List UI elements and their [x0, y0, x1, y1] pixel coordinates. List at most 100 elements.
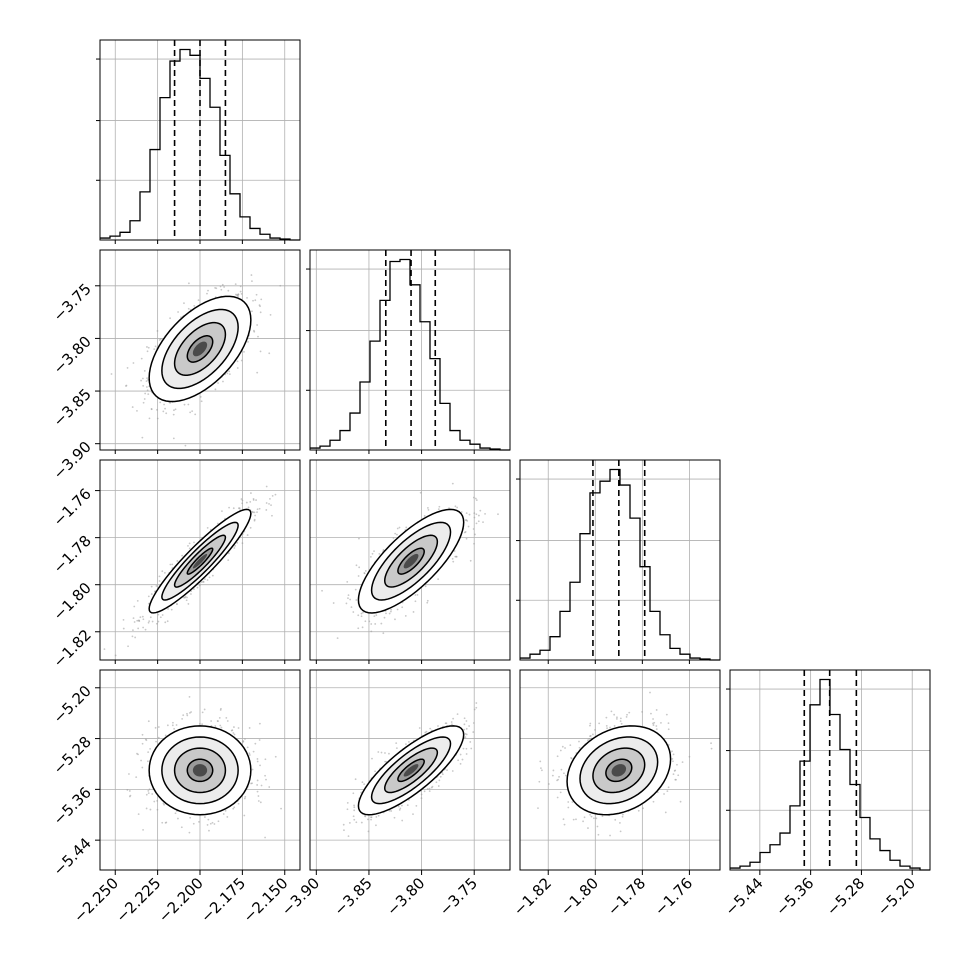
scatter-point: [569, 744, 572, 747]
x-tick-label: −5.44: [721, 874, 766, 919]
scatter-point: [149, 808, 152, 811]
y-tick-label: −1.80: [50, 579, 95, 624]
scatter-point: [197, 299, 200, 302]
scatter-point: [250, 274, 253, 276]
scatter-point: [465, 753, 468, 755]
histogram-line: [730, 678, 930, 871]
scatter-point: [598, 722, 601, 725]
scatter-point: [265, 509, 268, 511]
x-tick-label: −1.82: [510, 874, 555, 919]
scatter-point: [128, 773, 130, 775]
scatter-point: [183, 302, 185, 305]
scatter-point: [171, 724, 174, 727]
scatter-point: [271, 494, 274, 497]
scatter-point: [258, 507, 261, 510]
scatter-point: [189, 411, 192, 414]
scatter-point: [144, 738, 147, 741]
scatter-point: [448, 507, 450, 509]
histogram-panel: [306, 249, 511, 451]
scatter-point: [419, 491, 422, 494]
scatter-point: [453, 550, 456, 552]
scatter-point: [380, 751, 383, 754]
scatter-point: [438, 779, 441, 782]
histogram-line: [310, 258, 510, 451]
scatter-point: [343, 829, 345, 832]
scatter-point: [146, 346, 148, 348]
scatter-point: [375, 816, 378, 818]
scatter-point: [371, 552, 374, 555]
scatter-point: [427, 508, 430, 511]
scatter-point: [259, 305, 261, 308]
scatter-point: [459, 762, 462, 765]
scatter-point: [202, 580, 205, 583]
scatter-point: [240, 359, 243, 362]
scatter-point: [156, 417, 159, 420]
scatter-point: [142, 401, 145, 404]
histogram-line: [100, 48, 300, 241]
scatter-point: [151, 793, 154, 795]
scatter-point: [594, 729, 596, 731]
scatter-point: [181, 717, 184, 720]
scatter-point: [164, 734, 167, 737]
scatter-point: [204, 578, 206, 581]
scatter-point: [676, 763, 678, 766]
scatter-point: [586, 739, 589, 742]
scatter-point: [396, 527, 399, 530]
scatter-point: [347, 594, 350, 596]
scatter-point: [147, 720, 150, 723]
scatter-point: [234, 544, 237, 547]
scatter-point: [146, 760, 149, 763]
scatter-point: [438, 505, 441, 508]
x-tick-label: −2.250: [70, 874, 122, 926]
scatter-point: [556, 796, 559, 799]
scatter-point: [236, 360, 239, 363]
scatter-point: [236, 541, 239, 544]
x-tick-label: −5.36: [772, 874, 817, 919]
scatter-point: [153, 800, 156, 803]
scatter-point: [174, 812, 177, 815]
scatter-point: [198, 820, 200, 823]
scatter-point: [439, 775, 442, 778]
scatter-point: [155, 622, 158, 625]
scatter-point: [405, 526, 408, 529]
scatter-point: [653, 721, 656, 724]
scatter-point: [364, 570, 367, 572]
scatter-point: [364, 620, 367, 623]
scatter-point: [252, 511, 254, 514]
scatter-point: [145, 793, 148, 796]
scatter-point: [149, 616, 152, 619]
scatter-point: [189, 816, 192, 819]
scatter-point: [154, 345, 157, 348]
scatter-point: [141, 742, 144, 745]
x-tick-label: −3.85: [331, 874, 376, 919]
scatter-point: [667, 722, 670, 725]
scatter-point: [357, 627, 360, 630]
scatter-point: [163, 403, 165, 406]
scatter-point: [147, 792, 150, 795]
scatter-point: [233, 726, 235, 728]
panel-frame: [519, 459, 721, 661]
scatter-point: [247, 340, 249, 343]
scatter-point: [346, 580, 349, 583]
scatter-point: [353, 809, 356, 812]
scatter-point: [206, 824, 209, 826]
density-core: [192, 553, 208, 569]
scatter-point: [191, 410, 194, 412]
scatter-point: [424, 585, 427, 588]
scatter-point: [467, 525, 470, 528]
scatter-point: [158, 339, 161, 341]
scatter-point: [472, 496, 475, 499]
scatter-point: [188, 696, 191, 698]
scatter-point: [390, 810, 393, 812]
scatter-point: [133, 605, 136, 608]
scatter-point: [547, 783, 550, 785]
scatter-point: [259, 764, 261, 767]
scatter-point: [626, 713, 628, 716]
scatter-point: [214, 388, 217, 391]
scatter-point: [250, 492, 252, 494]
scatter-point: [186, 714, 189, 717]
scatter-point: [137, 627, 140, 630]
scatter-point: [256, 508, 259, 511]
scatter-point: [204, 816, 206, 818]
